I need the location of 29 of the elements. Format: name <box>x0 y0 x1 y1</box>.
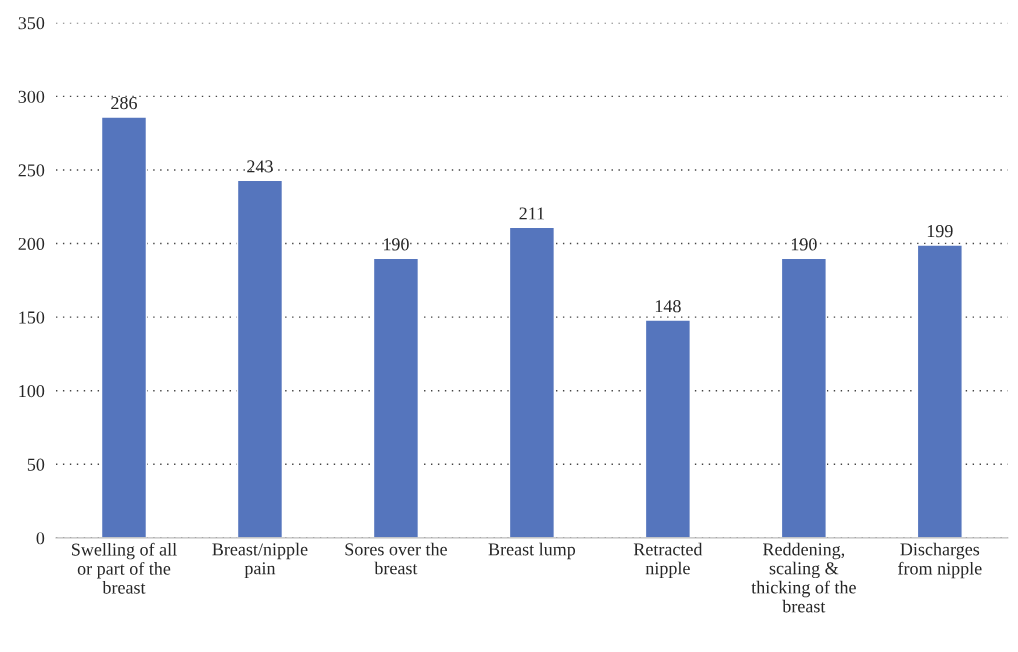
bar <box>236 179 284 538</box>
bar <box>780 257 827 538</box>
y-tick-label: 150 <box>19 311 45 324</box>
bar <box>508 226 556 538</box>
data-label: 148 <box>655 300 681 313</box>
data-label: 190 <box>791 238 817 251</box>
bar <box>916 244 963 538</box>
x-tick-label: Breast lump <box>488 542 576 560</box>
x-tick-label: Breast/nipple pain <box>212 542 308 579</box>
x-tick-label: Retracted nipple <box>633 542 703 579</box>
x-tick-label: Sores over the breast <box>345 542 447 575</box>
data-label: 243 <box>247 160 273 173</box>
x-tick-label: Swelling of all or part of the breast <box>72 542 177 594</box>
bar <box>100 116 148 538</box>
x-tick-label: Discharges from nipple <box>898 542 982 579</box>
y-tick-label: 100 <box>19 384 45 398</box>
bar <box>372 257 420 538</box>
x-tick-label: Reddening, scaling & thicking of the breast <box>751 542 856 613</box>
y-tick-label: 200 <box>18 237 45 251</box>
y-tick-label: 50 <box>27 458 45 471</box>
y-tick-label: 300 <box>18 90 45 103</box>
bar <box>644 319 692 538</box>
y-tick-label: 350 <box>18 17 45 30</box>
y-tick-label: 250 <box>18 164 45 177</box>
y-tick-label: 0 <box>36 532 45 545</box>
data-label: 190 <box>383 238 409 251</box>
data-label: 211 <box>519 207 545 220</box>
data-label: 286 <box>111 96 137 110</box>
data-label: 199 <box>927 225 953 238</box>
